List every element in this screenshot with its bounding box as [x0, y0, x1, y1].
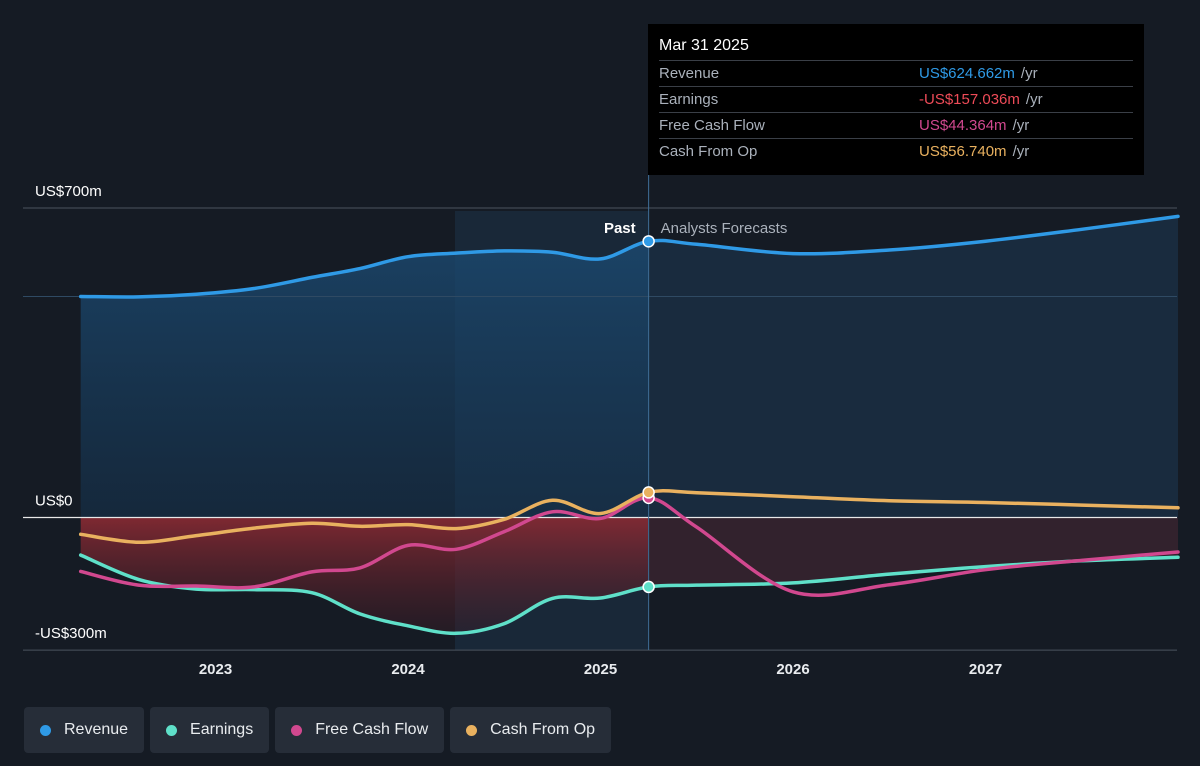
legend-item-earnings[interactable]: Earnings: [150, 707, 270, 753]
tooltip-row: Cash From Op US$56.740m/yr: [659, 138, 1133, 164]
tooltip-row-label: Earnings: [659, 91, 719, 108]
tooltip-row-label: Revenue: [659, 65, 720, 82]
tooltip: Mar 31 2025 Revenue US$624.662m/yr Earning…: [648, 24, 1144, 175]
earnings-line: [78, 553, 1180, 636]
tooltip-row-unit: /yr: [1012, 143, 1030, 160]
cash-from-op-marker[interactable]: [642, 486, 655, 499]
legend-label: Earnings: [190, 721, 254, 738]
x-axis-tick-label: 2026: [776, 661, 809, 678]
legend-dot-icon: [166, 724, 178, 736]
tooltip-row-value: US$44.364m: [919, 117, 1007, 134]
legend-dot-icon: [466, 724, 478, 736]
x-axis-tick-label: 2025: [584, 661, 617, 678]
tooltip-row: Free Cash Flow US$44.364m/yr: [659, 112, 1133, 138]
tooltip-row-value: US$624.662m: [919, 65, 1015, 82]
tooltip-row-value: -US$157.036m: [919, 91, 1020, 108]
tooltip-row-value: US$56.740m: [919, 143, 1007, 160]
tooltip-row: Revenue US$624.662m/yr: [659, 60, 1133, 86]
legend-label: Revenue: [64, 721, 129, 738]
tooltip-row-unit: /yr: [1020, 65, 1038, 82]
x-axis-tick-label: 2023: [199, 661, 232, 678]
legend-label: Cash From Op: [490, 721, 596, 738]
y-axis-label: -US$300m: [35, 625, 107, 642]
x-axis-tick-label: 2024: [391, 661, 425, 678]
tooltip-row-label: Free Cash Flow: [659, 117, 765, 134]
legend-label: Free Cash Flow: [315, 721, 429, 738]
legend-item-revenue[interactable]: Revenue: [24, 707, 145, 753]
revenue-marker[interactable]: [642, 235, 655, 248]
tooltip-row-label: Cash From Op: [659, 143, 758, 160]
tooltip-row-unit: /yr: [1012, 117, 1030, 134]
legend-dot-icon: [291, 724, 303, 736]
revenue-area-past: [80, 241, 648, 518]
legend: Revenue Earnings Free Cash Flow Cash From O…: [24, 707, 612, 753]
earnings-marker[interactable]: [642, 580, 655, 594]
tooltip-date: Mar 31 2025: [659, 37, 749, 54]
legend-dot-icon: [40, 724, 51, 736]
legend-item-cash-from-op[interactable]: Cash From Op: [450, 707, 612, 753]
earnings-area-forecast: [648, 517, 1178, 588]
y-axis-label: US$700m: [35, 183, 102, 200]
forecast-label: Analysts Forecasts: [661, 220, 788, 237]
legend-item-free-cash-flow[interactable]: Free Cash Flow: [275, 707, 445, 753]
revenue-area-forecast: [648, 216, 1178, 518]
tooltip-row: Earnings -US$157.036m/yr: [659, 86, 1133, 112]
revenue-line: [78, 214, 1180, 299]
y-axis-label: US$0: [35, 493, 73, 510]
x-axis-tick-label: 2027: [969, 661, 1002, 678]
free-cash-flow-line: [78, 496, 1180, 598]
tooltip-row-unit: /yr: [1025, 91, 1043, 108]
cash-from-op-line: [78, 489, 1180, 545]
earnings-area-past: [80, 517, 648, 634]
past-label: Past: [604, 220, 636, 237]
